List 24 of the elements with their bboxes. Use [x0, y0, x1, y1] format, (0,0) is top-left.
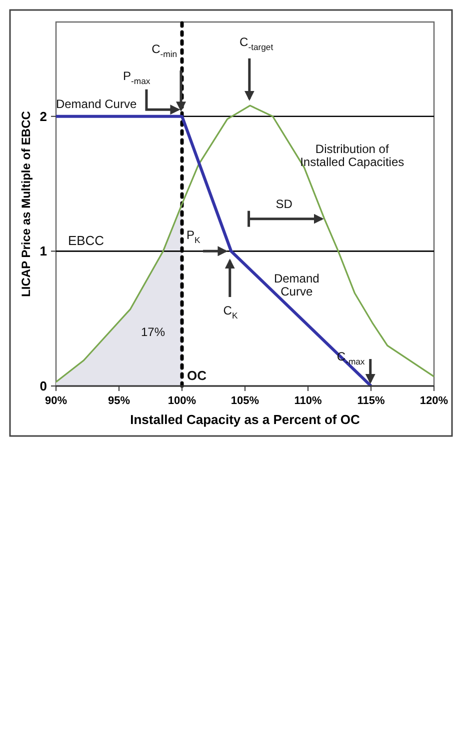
x-tick-label: 95% [108, 395, 130, 407]
y-axis-title: LICAP Price as Multiple of EBCC [19, 110, 33, 297]
annotation: P$_{-max}$ [123, 68, 151, 86]
x-axis-title: Installed Capacity as a Percent of OC [130, 412, 360, 427]
x-tick-label: 120% [420, 395, 448, 407]
x-tick-label: 110% [294, 395, 322, 407]
annotation: SD [276, 197, 293, 211]
x-tick-label: 100% [168, 395, 196, 407]
ref-line-label: OC [187, 368, 208, 383]
annotation: 17% [141, 325, 166, 340]
y-tick-label: 2 [40, 108, 47, 124]
x-tick-label: 105% [230, 395, 260, 407]
annotation: C$_{-min}$ [152, 42, 178, 59]
annotation: C$_{K}$ [223, 304, 238, 321]
y-tick-label: 0 [40, 378, 47, 394]
y-tick-label: 1 [40, 244, 47, 259]
x-tick-label: 115% [357, 395, 385, 407]
annotation: Distribution of Installed Capacities [300, 142, 404, 169]
annotation: P$_{K}$ [186, 228, 200, 246]
ref-line-label: EBCC [68, 233, 104, 248]
x-tick-label: 90% [44, 395, 68, 407]
annotation: Demand Curve [56, 97, 137, 112]
annotation: Demand Curve [274, 271, 320, 298]
annotation: C$_{-target}$ [240, 35, 274, 52]
